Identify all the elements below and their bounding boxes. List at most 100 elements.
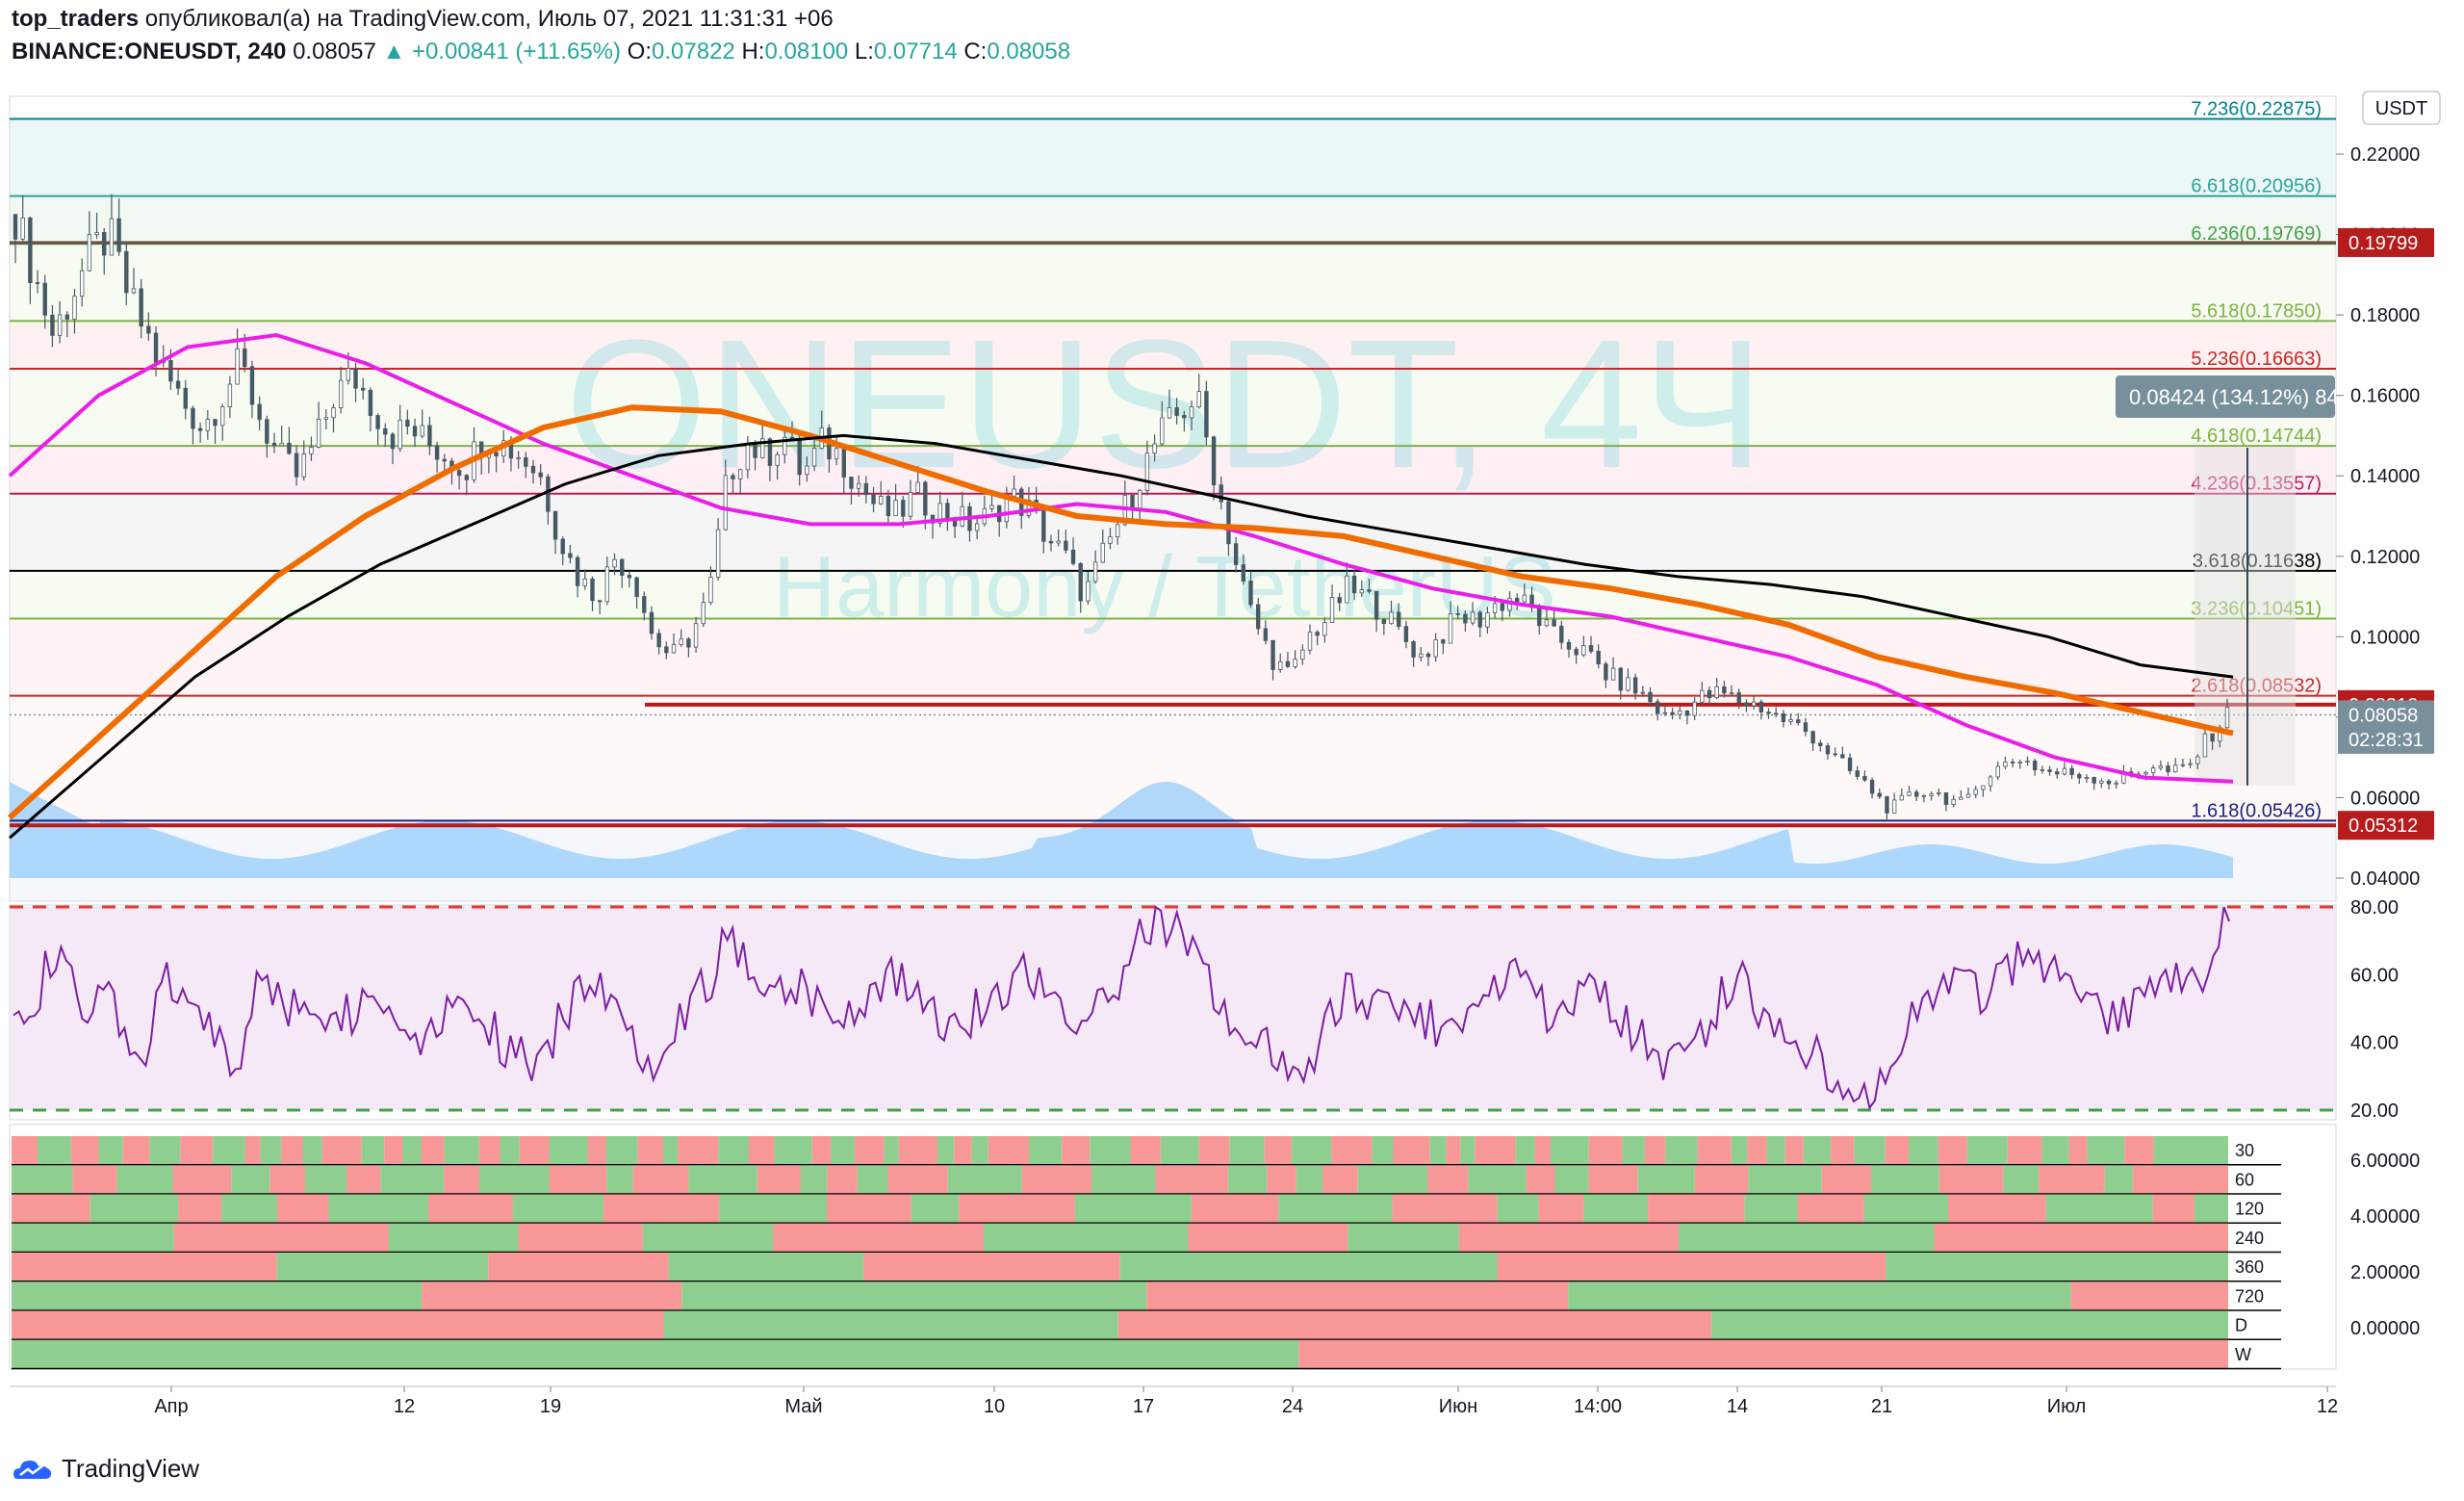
heatmap-cell [2152, 1194, 2194, 1223]
candle-body [753, 444, 757, 458]
candle-body [760, 438, 765, 458]
heatmap-cell [37, 1136, 71, 1165]
fib-band [11, 195, 2335, 245]
candle-body [649, 611, 654, 634]
candle-body [1626, 677, 1630, 691]
candle-body [2069, 767, 2074, 775]
heatmap-cell [1637, 1165, 1695, 1194]
candle-body [1381, 618, 1387, 625]
candle-body [1373, 590, 1379, 620]
candle-body [1226, 501, 1231, 545]
candle-body [168, 360, 173, 382]
candle-body [338, 379, 344, 408]
up-arrow-icon: ▲ [382, 39, 406, 65]
heatmap-cell [244, 1136, 261, 1165]
candle-body [124, 250, 129, 294]
candle-body [442, 458, 447, 462]
moving-average-magenta [8, 332, 2234, 784]
candle-body [524, 456, 528, 467]
heatmap-cell [1298, 1339, 2228, 1368]
candle-body [361, 387, 366, 391]
fib-level-label: 5.236(0.16663) [2191, 349, 2322, 370]
heatmap-cell [1678, 1223, 1935, 1252]
candle-body [1796, 719, 1801, 724]
candle-body [2143, 771, 2148, 775]
heatmap-cell [678, 1136, 719, 1165]
candle-body [146, 325, 151, 334]
candle-body [915, 481, 920, 493]
author-name[interactable]: top_traders [12, 6, 140, 32]
heatmap-cell [276, 1194, 329, 1223]
fib-level-label: 1.618(0.05426) [2191, 800, 2322, 821]
heatmap-cell [884, 1136, 899, 1165]
heatmap-cell [1821, 1165, 1872, 1194]
close-value: 0.08058 [987, 39, 1071, 65]
candle-body [1959, 796, 1964, 800]
candle-body [1914, 791, 1919, 797]
heatmap-cell [603, 1194, 720, 1223]
moving-average-black [9, 433, 2234, 840]
heatmap-cell [988, 1136, 1029, 1165]
candle-body [620, 558, 625, 576]
candle-body [139, 288, 143, 327]
candle-body [1078, 562, 1083, 602]
candle-body [464, 475, 470, 480]
candle-body [109, 218, 115, 256]
candle-body [1981, 785, 1986, 790]
symbol-label[interactable]: BINANCE:ONEUSDT, 240 [12, 39, 287, 65]
chart-header-publisher: top_traders опубликовал(а) на TradingVie… [12, 6, 834, 33]
price-label-text: 02:28:31 [2348, 730, 2424, 751]
price-label-text: 0.05312 [2348, 815, 2418, 837]
heatmap-cell [281, 1136, 303, 1165]
candle-body [1064, 540, 1068, 551]
price-label [2338, 811, 2434, 841]
tradingview-logo[interactable]: TradingView [12, 1454, 199, 1484]
candle-body [1640, 691, 1646, 694]
candle-body [634, 577, 639, 597]
candle-body [346, 368, 351, 381]
candle-body [1678, 710, 1682, 715]
candle-body [1514, 597, 1520, 603]
candle-body [153, 332, 159, 363]
heatmap-cell [1622, 1136, 1645, 1165]
heatmap-cell [954, 1136, 972, 1165]
chart-canvas[interactable]: ONEUSDT, 4Ч Harmony / TetherUS 7.236(0.2… [0, 0, 2464, 1444]
candle-body [664, 646, 669, 654]
heatmap-cell [221, 1194, 277, 1223]
heatmap-cell [1028, 1136, 1063, 1165]
candle-body [375, 415, 380, 429]
candle-body [427, 425, 432, 447]
heatmap-cell [549, 1136, 588, 1165]
candle-body [265, 419, 270, 444]
heatmap-cell [1458, 1223, 1679, 1252]
heatmap-cell [270, 1165, 306, 1194]
candle-body [1758, 701, 1764, 712]
candle-body [849, 477, 854, 489]
candle-body [530, 465, 536, 474]
candle-body [1744, 702, 1749, 707]
heatmap-cell [1711, 1310, 2228, 1339]
heatmap-cell [380, 1165, 445, 1194]
high-label: H: [741, 39, 765, 65]
candle-body [102, 232, 107, 256]
candle-body [398, 419, 402, 450]
candle-body [1522, 594, 1527, 603]
candle-body [1781, 713, 1786, 722]
low-value: 0.07714 [873, 39, 958, 65]
candle-body [538, 472, 543, 478]
price-label-text: 0.19799 [2348, 233, 2418, 254]
candle-body [745, 444, 751, 471]
candle-body [901, 500, 906, 517]
candle-body [1477, 611, 1482, 628]
heatmap-row-label: 30 [2235, 1141, 2254, 1160]
x-tick-label: Июл [2047, 1396, 2087, 1417]
heatmap-cell [1160, 1136, 1199, 1165]
heatmap-cell [1130, 1136, 1161, 1165]
candle-body [353, 368, 358, 389]
heatmap-cell [2087, 1136, 2125, 1165]
y-tick-label: 0.22000 [2350, 144, 2420, 166]
candle-body [1825, 745, 1831, 755]
heatmap-cell [1534, 1136, 1551, 1165]
heatmap-cell [1021, 1165, 1092, 1194]
heatmap-cell [1497, 1253, 1886, 1281]
